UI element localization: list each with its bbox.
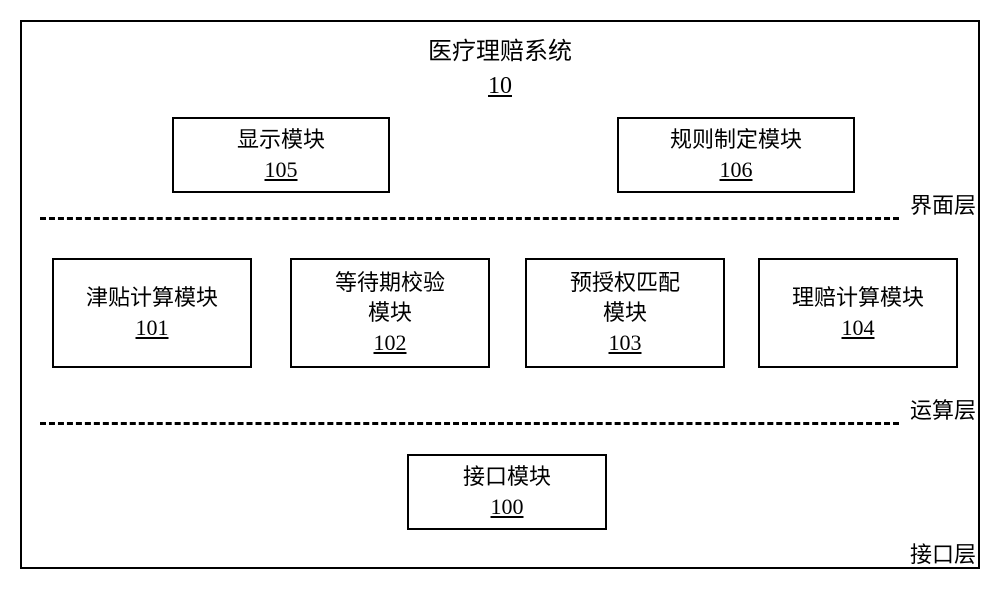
module-id: 102 xyxy=(374,328,407,358)
diagram-title: 医疗理赔系统 xyxy=(22,36,978,70)
module-label: 理赔计算模块 xyxy=(792,283,924,313)
module-id: 105 xyxy=(265,155,298,185)
divider-ui-calc xyxy=(40,217,899,220)
module-label: 接口模块 xyxy=(463,462,551,492)
module-id: 103 xyxy=(609,328,642,358)
layer-label-ui: 界面层 xyxy=(910,188,976,220)
module-claim-calc: 理赔计算模块 104 xyxy=(758,258,958,368)
module-id: 106 xyxy=(720,155,753,185)
system-diagram: 医疗理赔系统 10 显示模块 105 规则制定模块 106 津贴计算模块 101… xyxy=(20,20,980,569)
module-label: 等待期校验模块 xyxy=(335,268,445,327)
module-allowance-calc: 津贴计算模块 101 xyxy=(52,258,252,368)
module-preauth-match: 预授权匹配模块 103 xyxy=(525,258,725,368)
module-label: 津贴计算模块 xyxy=(86,283,218,313)
module-label: 规则制定模块 xyxy=(670,125,802,155)
module-wait-verify: 等待期校验模块 102 xyxy=(290,258,490,368)
module-id: 104 xyxy=(842,313,875,343)
layer-label-if: 接口层 xyxy=(910,537,976,569)
module-label: 显示模块 xyxy=(237,125,325,155)
module-id: 101 xyxy=(136,313,169,343)
module-label: 预授权匹配模块 xyxy=(570,268,680,327)
layer-label-calc: 运算层 xyxy=(910,393,976,425)
diagram-title-id: 10 xyxy=(22,70,978,104)
module-interface: 接口模块 100 xyxy=(407,454,607,530)
divider-calc-if xyxy=(40,422,899,425)
diagram-title-block: 医疗理赔系统 10 xyxy=(22,22,978,103)
module-display: 显示模块 105 xyxy=(172,117,390,193)
module-rule-define: 规则制定模块 106 xyxy=(617,117,855,193)
module-id: 100 xyxy=(491,492,524,522)
